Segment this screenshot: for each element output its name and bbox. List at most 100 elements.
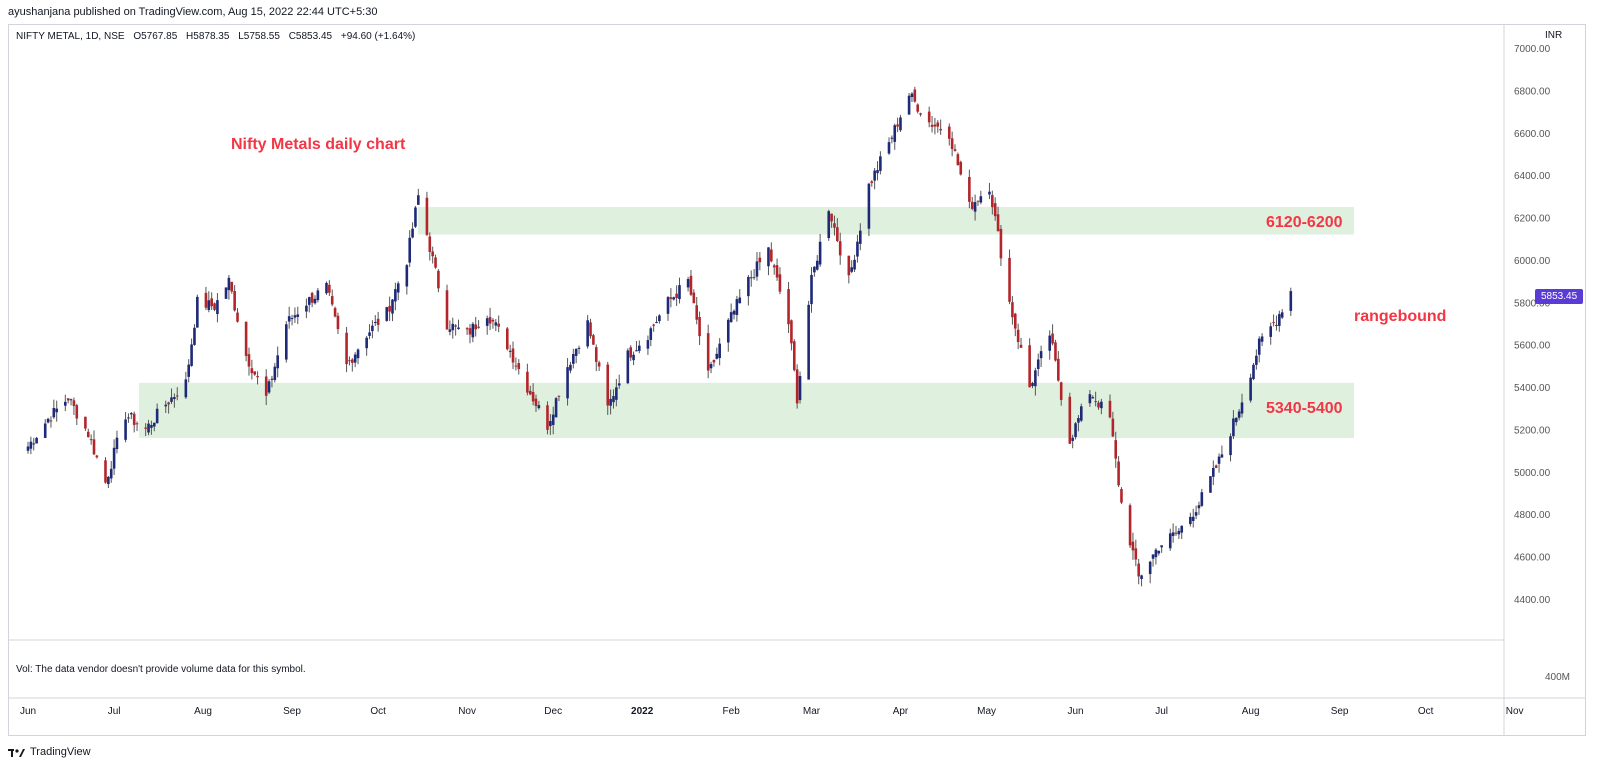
price-tick-label: 5800.00 (1514, 298, 1551, 309)
candle (213, 302, 216, 312)
candle (1019, 338, 1023, 348)
candle (1120, 487, 1123, 504)
candle (1260, 333, 1264, 346)
footer-brand: TradingView (30, 746, 91, 758)
candle (348, 356, 351, 366)
candle (1191, 508, 1195, 528)
price-chart[interactable]: 7000.00 6800.00 6600.00 6400.00 6200.00 6000.… (8, 24, 1586, 736)
candle (1036, 353, 1040, 377)
upper-zone-label[interactable]: 6120-6200 (1266, 214, 1343, 231)
candle (1100, 398, 1103, 415)
candle (698, 311, 701, 346)
candle (230, 281, 234, 294)
price-axis: 7000.00 6800.00 6600.00 6400.00 6200.00 6000.… (1514, 44, 1551, 606)
candle (244, 321, 248, 362)
price-tick-label: 4400.00 (1514, 595, 1551, 606)
candle (686, 276, 690, 292)
candle (474, 316, 478, 337)
candle (1237, 408, 1241, 421)
candle (732, 309, 736, 320)
lower-zone-label[interactable]: 5340-5400 (1266, 400, 1343, 417)
candle (1028, 338, 1031, 388)
candle (69, 398, 73, 406)
candle (514, 357, 518, 371)
candle (75, 403, 79, 425)
time-tick-label: Feb (723, 706, 741, 717)
candle (210, 292, 213, 310)
candle (227, 275, 231, 300)
candle (1111, 411, 1115, 438)
candle (451, 317, 455, 339)
candle (396, 281, 400, 301)
chart-annotation-title[interactable]: Nifty Metals daily chart (231, 136, 406, 153)
candle (152, 422, 156, 432)
candle (672, 296, 676, 301)
candle (910, 92, 914, 103)
candle (316, 288, 320, 303)
candle (890, 135, 894, 144)
candle (557, 395, 561, 402)
candle (718, 338, 721, 366)
candle (973, 194, 977, 221)
candle (29, 436, 33, 455)
candle (1214, 464, 1218, 469)
candle (778, 267, 782, 295)
candle (795, 364, 799, 409)
candle (551, 406, 555, 435)
rangebound-label[interactable]: rangebound (1354, 308, 1447, 325)
candle (437, 269, 440, 293)
candle (991, 190, 994, 215)
candle (1189, 512, 1192, 527)
candle (953, 144, 957, 152)
candle (838, 232, 842, 265)
candle (546, 401, 549, 435)
candle (1071, 434, 1074, 449)
candle (250, 359, 254, 380)
tradingview-logo-icon (8, 749, 25, 757)
candle (431, 246, 434, 264)
candle (646, 335, 650, 355)
candle (554, 397, 558, 418)
candle (1197, 501, 1201, 515)
time-tick-label: Nov (458, 706, 476, 717)
candlestick-series (26, 86, 1293, 587)
legend-change: +94.60 (+1.64%) (340, 31, 416, 42)
candle (434, 254, 437, 269)
candle (927, 106, 931, 128)
candle (833, 215, 836, 236)
candle (787, 282, 790, 333)
time-tick-label: Dec (544, 706, 562, 717)
candle (64, 394, 67, 412)
candle (190, 338, 193, 367)
candle (164, 400, 168, 414)
candle (1160, 545, 1163, 553)
time-tick-label: Jul (108, 706, 121, 717)
candle (798, 371, 802, 404)
candle (856, 234, 859, 263)
candle (224, 287, 228, 300)
legend-low: L5758.55 (238, 31, 280, 42)
candle (770, 242, 773, 263)
price-tick-label: 5400.00 (1514, 383, 1551, 394)
candle (494, 319, 498, 332)
candle (988, 182, 991, 200)
candle (89, 434, 93, 445)
candle (264, 369, 268, 406)
candle (414, 205, 417, 228)
price-tick-label: 7000.00 (1514, 44, 1551, 55)
time-tick-label: Jun (1067, 706, 1083, 717)
candle (830, 213, 833, 228)
candle (52, 399, 56, 419)
footer-branding[interactable]: TradingView (8, 746, 91, 758)
candle (853, 254, 856, 272)
candle (454, 324, 457, 336)
candle (376, 311, 380, 332)
candle (652, 323, 655, 332)
candle (879, 151, 882, 175)
symbol-legend[interactable]: NIFTY METAL, 1D, NSE O5767.85 H5878.35 L… (16, 31, 421, 42)
candle (144, 423, 147, 437)
candle (351, 358, 354, 372)
candle (626, 348, 630, 385)
candle (256, 371, 259, 385)
candle (276, 346, 279, 378)
